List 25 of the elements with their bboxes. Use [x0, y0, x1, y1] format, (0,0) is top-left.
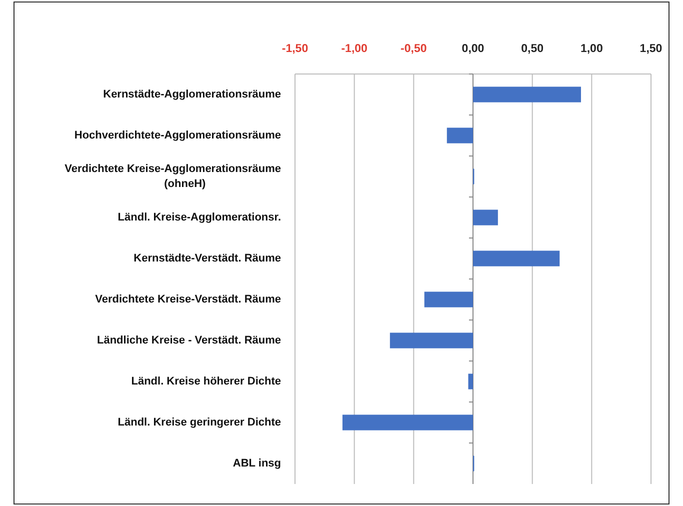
x-tick-label: 1,00	[580, 43, 603, 55]
bar	[390, 332, 473, 348]
y-tick-label: Kernstädte-Agglomerationsräume	[103, 88, 281, 100]
bar	[342, 414, 473, 430]
bar	[473, 86, 581, 102]
bar	[468, 374, 473, 390]
x-tick-label: 1,50	[640, 43, 662, 55]
bar	[424, 292, 473, 308]
y-tick-label: Verdichtete Kreise-Agglomerationsräume (ohneH)	[64, 162, 281, 190]
x-tick-label: 0,50	[521, 43, 544, 55]
x-tick-label: 0,00	[462, 43, 484, 55]
x-tick-label: -1,00	[341, 43, 368, 55]
bar	[473, 210, 498, 226]
y-tick-label: Hochverdichtete-Agglomerationsräume	[74, 129, 281, 142]
y-tick-label: ABL insg	[232, 457, 281, 470]
y-tick-label: Ländliche Kreise - Verstädt. Räume	[96, 334, 281, 346]
x-tick-label: -0,50	[400, 43, 427, 55]
y-tick-label: Verdichtete Kreise-Verstädt. Räume	[95, 293, 281, 306]
y-tick-label: Ländl. Kreise höherer Dichte	[131, 375, 281, 388]
y-tick-label: Kernstädte-Verstädt. Räume	[134, 252, 281, 264]
y-tick-label: Ländl. Kreise geringerer Dichte	[118, 416, 281, 428]
bar	[446, 128, 473, 144]
y-tick-label: Ländl. Kreise-Agglomerationsr.	[118, 211, 281, 224]
x-tick-label: -1,50	[282, 43, 308, 55]
bar	[473, 250, 560, 266]
